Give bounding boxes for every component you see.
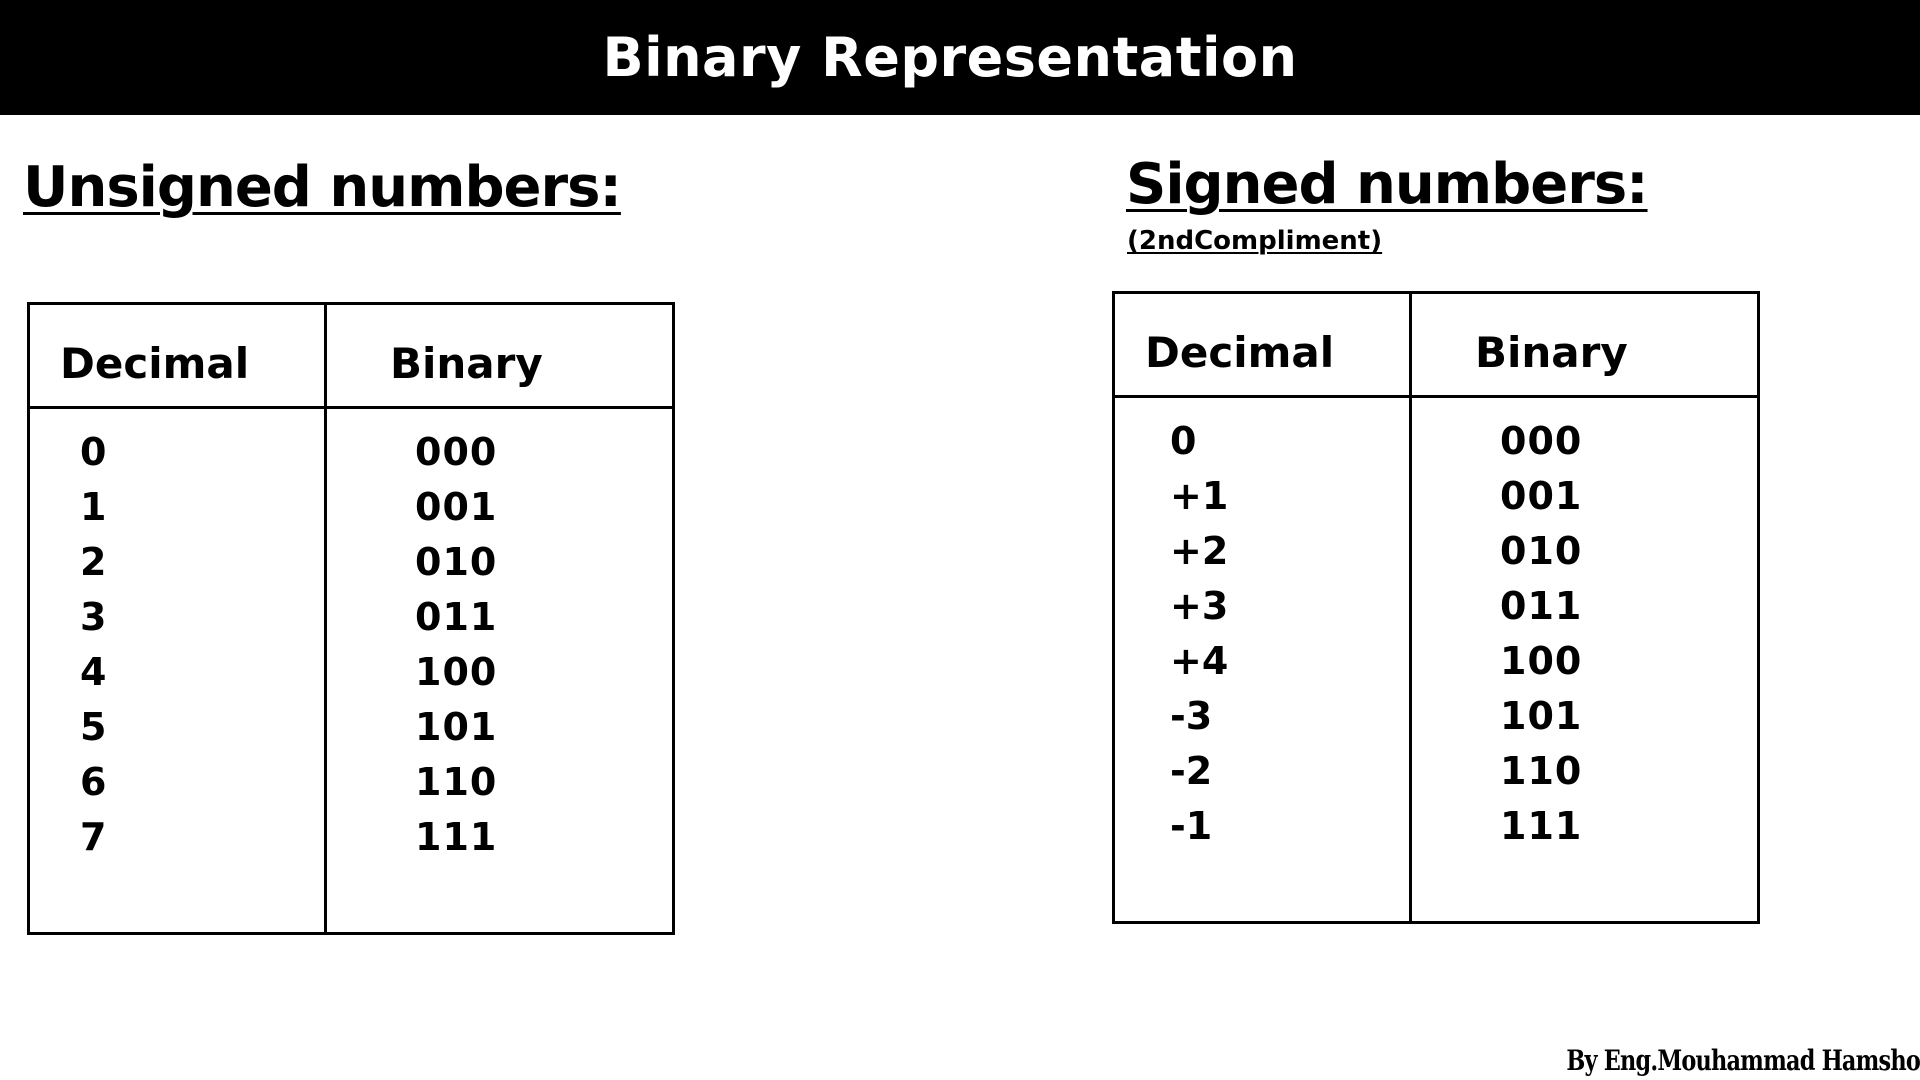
decimal-cell: 1 — [80, 485, 107, 529]
table-row: 6 110 — [30, 755, 672, 810]
binary-column-header: Binary — [1475, 328, 1628, 377]
column-divider — [1409, 291, 1412, 924]
decimal-column-header: Decimal — [60, 339, 250, 388]
unsigned-rows: 0 000 1 001 2 010 3 011 4 100 5 101 6 11… — [30, 425, 672, 865]
signed-table: Decimal Binary 0 000 +1 001 +2 010 +3 01… — [1112, 291, 1760, 924]
decimal-column-header: Decimal — [1145, 328, 1335, 377]
decimal-cell: 6 — [80, 760, 107, 804]
binary-cell: 011 — [1500, 584, 1583, 628]
table-row: 3 011 — [30, 590, 672, 645]
binary-cell: 010 — [1500, 529, 1583, 573]
decimal-cell: 4 — [80, 650, 107, 694]
header-divider — [30, 406, 672, 409]
decimal-cell: +4 — [1170, 639, 1229, 683]
table-row: 1 001 — [30, 480, 672, 535]
binary-column-header: Binary — [390, 339, 543, 388]
binary-cell: 010 — [415, 540, 498, 584]
table-row: +2 010 — [1115, 524, 1757, 579]
table-row: 5 101 — [30, 700, 672, 755]
decimal-cell: -3 — [1170, 694, 1213, 738]
table-row: +1 001 — [1115, 469, 1757, 524]
binary-cell: 111 — [1500, 804, 1583, 848]
page-title: Binary Representation — [602, 26, 1298, 89]
table-row: 4 100 — [30, 645, 672, 700]
header-divider — [1115, 395, 1757, 398]
binary-cell: 000 — [1500, 419, 1583, 463]
binary-cell: 100 — [415, 650, 498, 694]
binary-cell: 110 — [415, 760, 498, 804]
title-banner: Binary Representation — [0, 0, 1920, 115]
unsigned-heading: Unsigned numbers: — [23, 155, 622, 220]
decimal-cell: -1 — [1170, 804, 1213, 848]
table-row: -3 101 — [1115, 689, 1757, 744]
table-row: +3 011 — [1115, 579, 1757, 634]
table-row: 2 010 — [30, 535, 672, 590]
table-row: 7 111 — [30, 810, 672, 865]
table-row: -2 110 — [1115, 744, 1757, 799]
decimal-cell: 0 — [1170, 419, 1197, 463]
binary-cell: 110 — [1500, 749, 1583, 793]
table-row: -1 111 — [1115, 799, 1757, 854]
binary-cell: 001 — [1500, 474, 1583, 518]
decimal-cell: 3 — [80, 595, 107, 639]
binary-cell: 100 — [1500, 639, 1583, 683]
signed-heading: Signed numbers: — [1126, 152, 1649, 217]
binary-cell: 001 — [415, 485, 498, 529]
decimal-cell: 5 — [80, 705, 107, 749]
author-credit: By Eng.Mouhammad Hamsho — [1566, 1044, 1920, 1077]
decimal-cell: +1 — [1170, 474, 1229, 518]
decimal-cell: +3 — [1170, 584, 1229, 628]
binary-cell: 111 — [415, 815, 498, 859]
binary-cell: 101 — [415, 705, 498, 749]
binary-cell: 011 — [415, 595, 498, 639]
table-row: 0 000 — [30, 425, 672, 480]
signed-subheading: (2ndCompliment) — [1127, 226, 1383, 256]
decimal-cell: 2 — [80, 540, 107, 584]
table-row: 0 000 — [1115, 414, 1757, 469]
binary-cell: 000 — [415, 430, 498, 474]
decimal-cell: 7 — [80, 815, 107, 859]
decimal-cell: +2 — [1170, 529, 1229, 573]
binary-cell: 101 — [1500, 694, 1583, 738]
column-divider — [324, 302, 327, 935]
decimal-cell: -2 — [1170, 749, 1213, 793]
signed-rows: 0 000 +1 001 +2 010 +3 011 +4 100 -3 101… — [1115, 414, 1757, 854]
unsigned-table: Decimal Binary 0 000 1 001 2 010 3 011 4… — [27, 302, 675, 935]
decimal-cell: 0 — [80, 430, 107, 474]
table-row: +4 100 — [1115, 634, 1757, 689]
